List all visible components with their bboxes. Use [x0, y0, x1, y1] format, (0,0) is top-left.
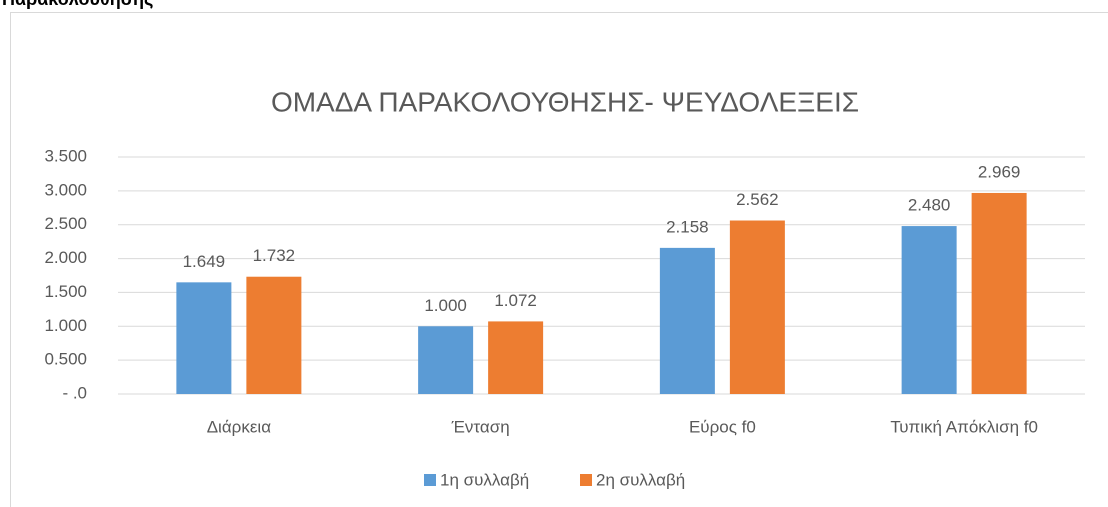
- y-tick-label: 0.500: [44, 350, 87, 369]
- data-label: 1.649: [183, 252, 226, 271]
- data-label: 1.000: [424, 296, 467, 315]
- data-label: 2.480: [908, 196, 951, 215]
- bar: [176, 282, 232, 394]
- bar: [971, 192, 1027, 394]
- y-tick-label: 2.500: [44, 214, 87, 233]
- y-tick-label: - .0: [62, 383, 87, 402]
- legend-label: 2η συλλαβή: [596, 470, 685, 489]
- bar: [729, 220, 785, 394]
- y-tick-label: 3.500: [44, 146, 87, 165]
- bar: [901, 226, 957, 394]
- data-label: 2.969: [978, 162, 1021, 181]
- x-tick-label: Διάρκεια: [207, 417, 271, 436]
- legend-label: 1η συλλαβή: [440, 470, 529, 489]
- y-tick-label: 1.000: [44, 316, 87, 335]
- data-label: 2.158: [666, 217, 709, 236]
- data-label: 1.732: [253, 246, 296, 265]
- data-label: 2.562: [736, 190, 779, 209]
- x-tick-label: Εύρος f0: [689, 417, 756, 436]
- legend-swatch: [424, 474, 436, 486]
- legend-swatch: [580, 474, 592, 486]
- bar: [488, 321, 544, 394]
- bar: [418, 326, 474, 394]
- y-tick-label: 3.000: [44, 180, 87, 199]
- y-tick-label: 1.500: [44, 282, 87, 301]
- bar: [246, 276, 302, 394]
- x-tick-label: Ένταση: [451, 417, 510, 436]
- y-tick-label: 2.000: [44, 248, 87, 267]
- bar: [659, 247, 715, 394]
- heading: Παρακολούθησης: [2, 0, 153, 9]
- data-label: 1.072: [494, 291, 537, 310]
- x-tick-label: Τυπική Απόκλιση f0: [890, 417, 1038, 436]
- chart-title: ΟΜΑΔΑ ΠΑΡΑΚΟΛΟΥΘΗΣΗΣ- ΨΕΥΔΟΛΕΞΕΙΣ: [271, 86, 859, 117]
- chart-frame: [10, 12, 1108, 507]
